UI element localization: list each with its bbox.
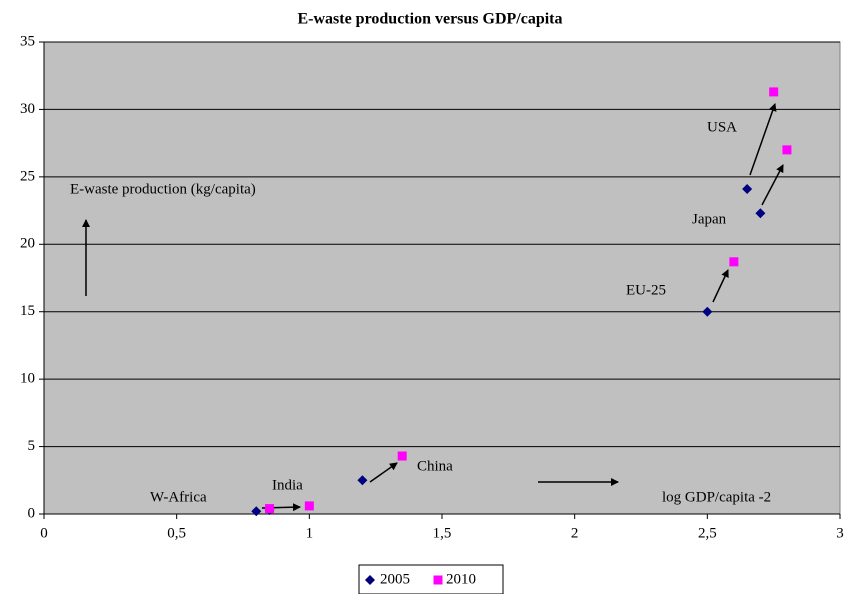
annotation: EU-25 (626, 282, 666, 298)
point (769, 87, 779, 97)
y-tick-label: 35 (20, 33, 35, 49)
point (729, 257, 739, 267)
point (755, 208, 766, 219)
y-tick-label: 30 (20, 101, 35, 117)
y-tick-label: 20 (20, 236, 35, 252)
point (357, 475, 368, 486)
annotation: log GDP/capita -2 (662, 489, 771, 505)
plot-area (43, 41, 841, 515)
y-tick-label: 25 (20, 168, 35, 184)
legend-marker (365, 575, 375, 585)
point (265, 504, 275, 514)
legend-marker (433, 575, 443, 585)
annotation: USA (707, 119, 737, 135)
legend-box (358, 564, 504, 594)
x-tick-label: 0,5 (167, 525, 186, 541)
y-tick-label: 0 (28, 505, 36, 521)
annotation: Japan (692, 211, 727, 227)
x-tick-label: 1 (306, 525, 314, 541)
point (782, 145, 792, 155)
x-tick-label: 2,5 (698, 525, 717, 541)
annotation: China (417, 458, 453, 474)
annotation: E-waste production (kg/capita) (70, 181, 256, 197)
arrow (761, 164, 784, 206)
point (304, 501, 314, 511)
arrow (712, 269, 729, 303)
y-tick-label: 5 (28, 438, 36, 454)
legend-label: 2005 (380, 571, 410, 587)
x-tick-label: 2 (571, 525, 579, 541)
y-tick-label: 15 (20, 303, 35, 319)
arrow (369, 462, 398, 483)
point (702, 306, 713, 317)
y-tick-label: 10 (20, 371, 35, 387)
x-tick-label: 1,5 (433, 525, 452, 541)
point (251, 506, 262, 517)
point (397, 451, 407, 461)
point (742, 183, 753, 194)
arrow (749, 103, 777, 176)
annotation: W-Africa (150, 489, 207, 505)
x-tick-label: 3 (836, 525, 844, 541)
annotation: India (272, 477, 303, 493)
x-tick-label: 0 (40, 525, 48, 541)
chart-title: E-waste production versus GDP/capita (297, 11, 562, 28)
legend-label: 2010 (446, 571, 476, 587)
